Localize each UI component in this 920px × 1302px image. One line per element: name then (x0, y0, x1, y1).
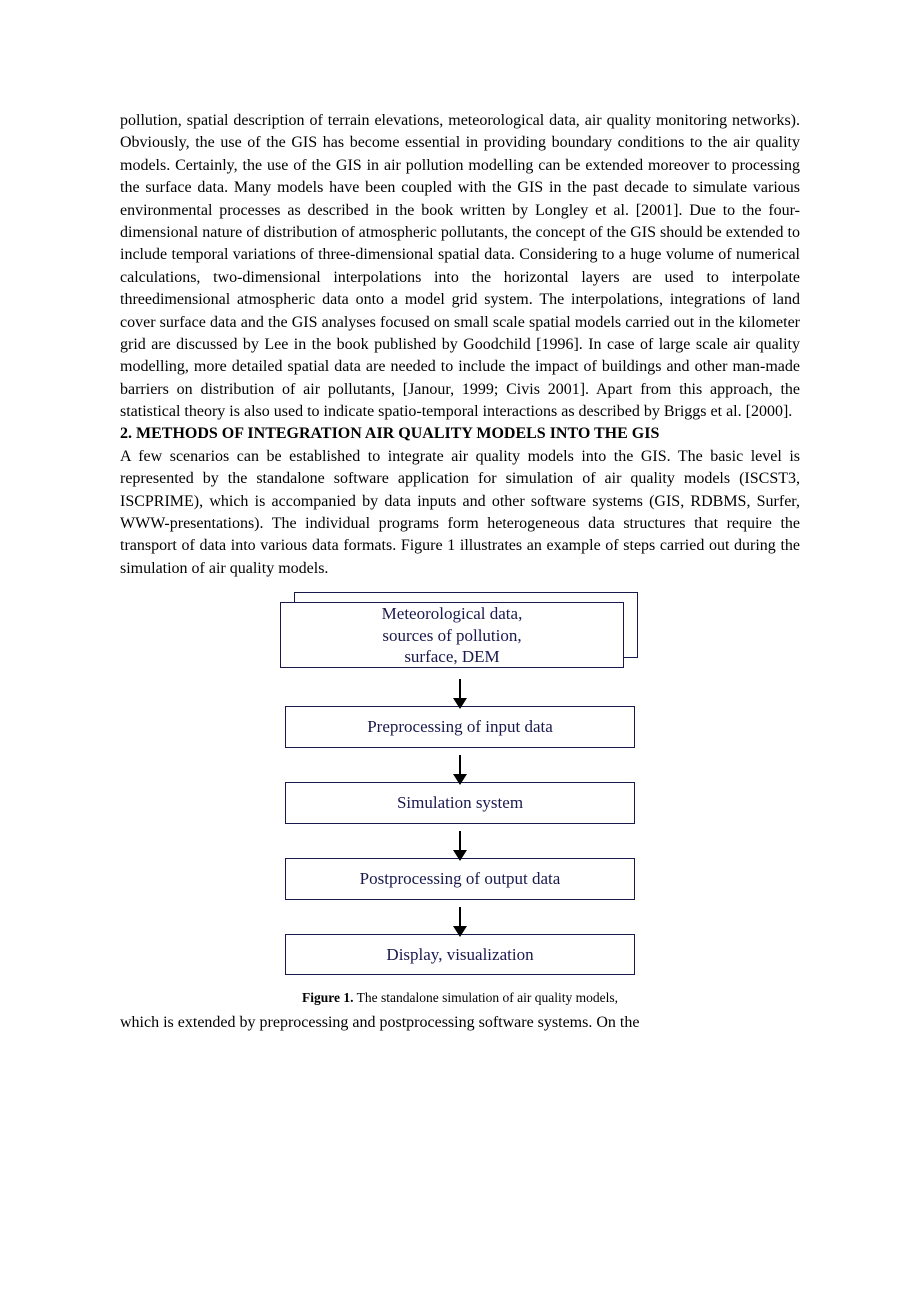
paragraph-continuation: which is extended by preprocessing and p… (120, 1012, 800, 1034)
figure-1: Meteorological data, sources of pollutio… (120, 586, 800, 1008)
figure-1-caption-text: The standalone simulation of air quality… (354, 990, 618, 1005)
figure-1-caption: Figure 1. The standalone simulation of a… (302, 989, 618, 1008)
section-heading-2: 2. METHODS OF INTEGRATION AIR QUALITY MO… (120, 423, 800, 445)
paragraph-intro: pollution, spatial description of terrai… (120, 110, 800, 423)
flowchart-arrow-1 (459, 672, 461, 706)
flowchart-node-display: Display, visualization (285, 934, 635, 976)
flowchart-arrow-2 (459, 748, 461, 782)
flowchart-arrow-4 (459, 900, 461, 934)
flowchart-node-inputs-line1: Meteorological data, (382, 603, 523, 624)
figure-1-flowchart: Meteorological data, sources of pollutio… (240, 586, 680, 983)
flowchart-node-inputs-line2: sources of pollution, (382, 625, 521, 646)
figure-1-caption-label: Figure 1. (302, 990, 354, 1005)
flowchart-node-simulation: Simulation system (285, 782, 635, 824)
paragraph-methods: A few scenarios can be established to in… (120, 446, 800, 580)
flowchart-node-inputs: Meteorological data, sources of pollutio… (280, 592, 640, 672)
flowchart-node-preprocessing: Preprocessing of input data (285, 706, 635, 748)
flowchart-node-inputs-line3: surface, DEM (404, 646, 499, 667)
flowchart-node-postprocessing: Postprocessing of output data (285, 858, 635, 900)
flowchart-arrow-3 (459, 824, 461, 858)
